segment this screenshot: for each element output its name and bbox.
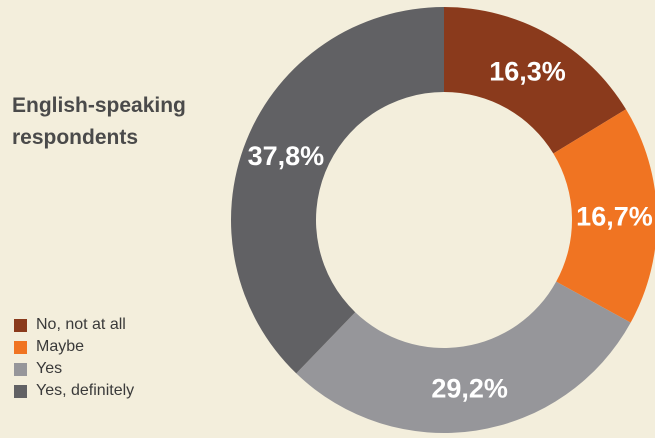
- legend-item-no-not-at-all: No, not at all: [14, 314, 134, 336]
- legend-item-yes: Yes: [14, 358, 134, 380]
- legend-swatch: [14, 362, 27, 376]
- legend-label: Maybe: [36, 338, 85, 355]
- legend-label: Yes: [36, 360, 63, 377]
- data-label-no-not-at-all: 16,3%: [489, 56, 566, 86]
- slice-maybe: [553, 109, 655, 323]
- data-label-yes-definitely: 37,8%: [248, 141, 325, 171]
- legend-label: No, not at all: [36, 316, 126, 333]
- data-label-maybe: 16,7%: [576, 201, 653, 231]
- legend-swatch: [14, 384, 27, 398]
- slice-no-not-at-all: [444, 7, 626, 154]
- chart-title-line-1: English-speaking: [12, 94, 186, 117]
- chart-title-line-2: respondents: [12, 125, 139, 149]
- legend-item-maybe: Maybe: [14, 336, 134, 358]
- legend-label: Yes, definitely: [36, 382, 135, 399]
- legend-item-yes-definitely: Yes, definitely: [14, 380, 134, 402]
- chart-title: English-speaking respondents: [12, 90, 212, 153]
- slice-yes-definitely: [230, 7, 444, 374]
- data-label-yes: 29,2%: [431, 374, 508, 404]
- legend-swatch: [14, 340, 27, 354]
- chart-legend: No, not at all Maybe Yes Yes, definitely: [14, 314, 134, 402]
- slice-yes: [296, 281, 631, 433]
- legend-swatch: [14, 318, 27, 332]
